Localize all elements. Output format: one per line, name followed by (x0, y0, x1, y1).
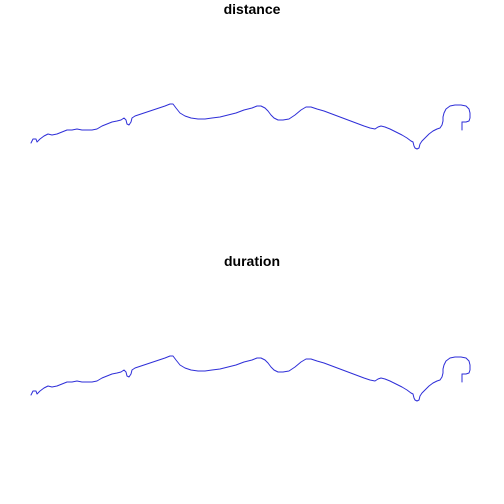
chart-title: duration (224, 253, 280, 269)
chart-title: distance (223, 1, 281, 17)
series-line-0 (30, 355, 471, 402)
chart-panel-duration: duration (0, 252, 504, 504)
series-line-0 (30, 103, 471, 150)
chart-panel-distance: distance (30, 1, 471, 150)
chart-plot-duration (30, 355, 471, 402)
chart-plot-distance (30, 103, 471, 150)
